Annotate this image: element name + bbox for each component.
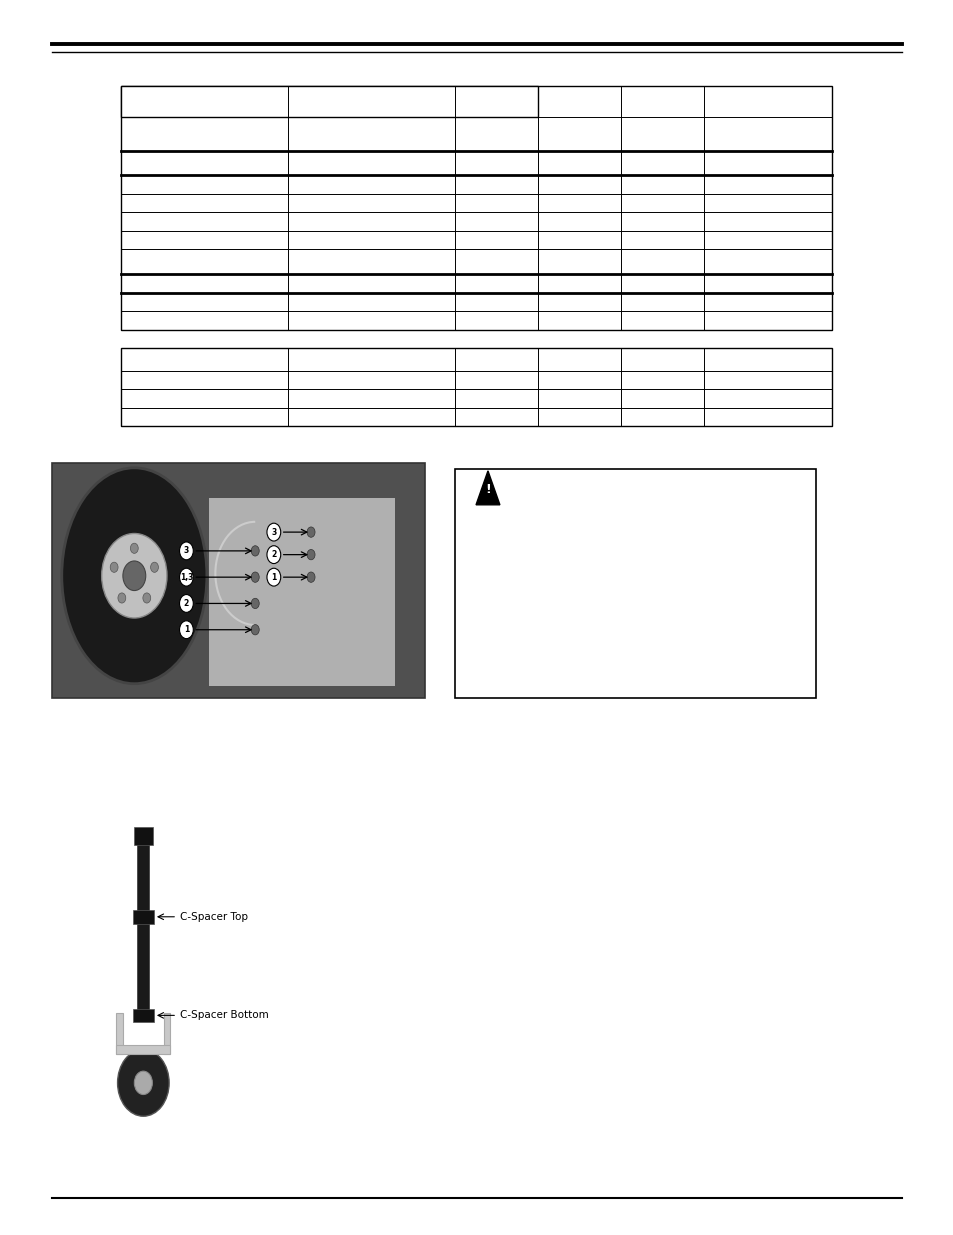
Bar <box>133 827 152 845</box>
Circle shape <box>267 568 280 587</box>
Circle shape <box>251 546 259 556</box>
Circle shape <box>179 594 193 613</box>
Circle shape <box>251 572 259 583</box>
Bar <box>121 348 831 426</box>
Text: C-Spacer Top: C-Spacer Top <box>180 911 248 921</box>
Text: 1,3: 1,3 <box>179 573 193 582</box>
Text: !: ! <box>484 483 491 496</box>
Circle shape <box>111 562 118 572</box>
Bar <box>121 86 537 117</box>
Text: 2: 2 <box>184 599 189 608</box>
Bar <box>121 86 831 330</box>
Circle shape <box>251 598 259 609</box>
Circle shape <box>267 524 280 541</box>
Circle shape <box>179 568 193 587</box>
Bar <box>137 839 149 1016</box>
Circle shape <box>307 572 314 583</box>
Bar <box>164 1013 171 1053</box>
Circle shape <box>143 593 151 603</box>
Polygon shape <box>476 471 499 505</box>
Bar <box>52 463 424 698</box>
Bar <box>116 1013 123 1053</box>
Text: 1: 1 <box>271 573 276 582</box>
Circle shape <box>131 543 138 553</box>
Circle shape <box>251 625 259 635</box>
Circle shape <box>118 593 126 603</box>
Text: 1: 1 <box>184 625 189 635</box>
Circle shape <box>117 1050 169 1116</box>
Bar <box>132 909 153 924</box>
Circle shape <box>102 534 167 618</box>
Circle shape <box>307 550 314 559</box>
Bar <box>79 827 248 1118</box>
Text: C-Spacer Bottom: C-Spacer Bottom <box>180 1010 269 1020</box>
Circle shape <box>307 527 314 537</box>
Bar <box>116 1045 171 1053</box>
Bar <box>209 498 395 687</box>
Bar <box>132 1009 153 1021</box>
Text: 3: 3 <box>184 546 189 556</box>
Circle shape <box>151 562 158 572</box>
Circle shape <box>179 542 193 559</box>
Ellipse shape <box>62 468 207 684</box>
Circle shape <box>267 546 280 563</box>
Bar <box>455 469 815 698</box>
Text: 2: 2 <box>271 550 276 559</box>
Text: 3: 3 <box>271 527 276 537</box>
Circle shape <box>123 561 146 590</box>
Circle shape <box>179 621 193 638</box>
Circle shape <box>134 1071 152 1094</box>
